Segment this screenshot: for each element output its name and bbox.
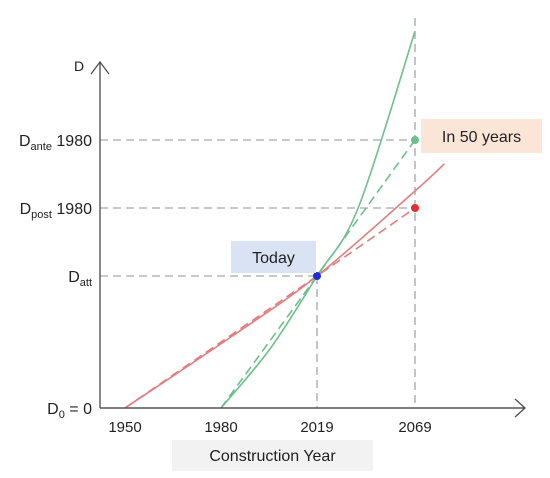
y-tick-label: Dante 1980 — [19, 133, 92, 153]
data-point — [411, 136, 419, 144]
x-tick-label: 1950 — [108, 419, 141, 436]
data-point — [313, 272, 321, 280]
y-axis-arrow — [90, 60, 110, 75]
series-lines — [124, 30, 445, 409]
x-tick-label: 1980 — [204, 419, 237, 436]
data-point — [411, 204, 419, 212]
annotation-background — [231, 241, 316, 273]
x-axis-label: Construction Year — [209, 448, 336, 465]
curve-line — [220, 30, 416, 409]
x-tick-label: 2019 — [300, 419, 333, 436]
y-axis-label: D — [74, 58, 84, 74]
annotation-label: Today — [252, 250, 295, 267]
x-tick-label: 2069 — [398, 419, 431, 436]
annotation-label: In 50 years — [442, 129, 521, 146]
annotation-background — [421, 119, 542, 153]
axes — [90, 60, 527, 418]
x-axis-arrow — [514, 398, 527, 418]
x-axis-label-background — [172, 440, 373, 471]
y-tick-label: D0 = 0 — [47, 401, 92, 421]
data-points — [313, 136, 419, 280]
y-tick-label: Dpost 1980 — [20, 201, 93, 221]
labels: D D0 = 0 Datt Dpost 1980 Dante 1980 1950 1980 2… — [19, 58, 542, 471]
dashed-trend-line — [124, 207, 416, 409]
y-tick-label: Datt — [68, 269, 92, 289]
curve-line — [124, 163, 445, 409]
guide-lines — [100, 18, 416, 408]
